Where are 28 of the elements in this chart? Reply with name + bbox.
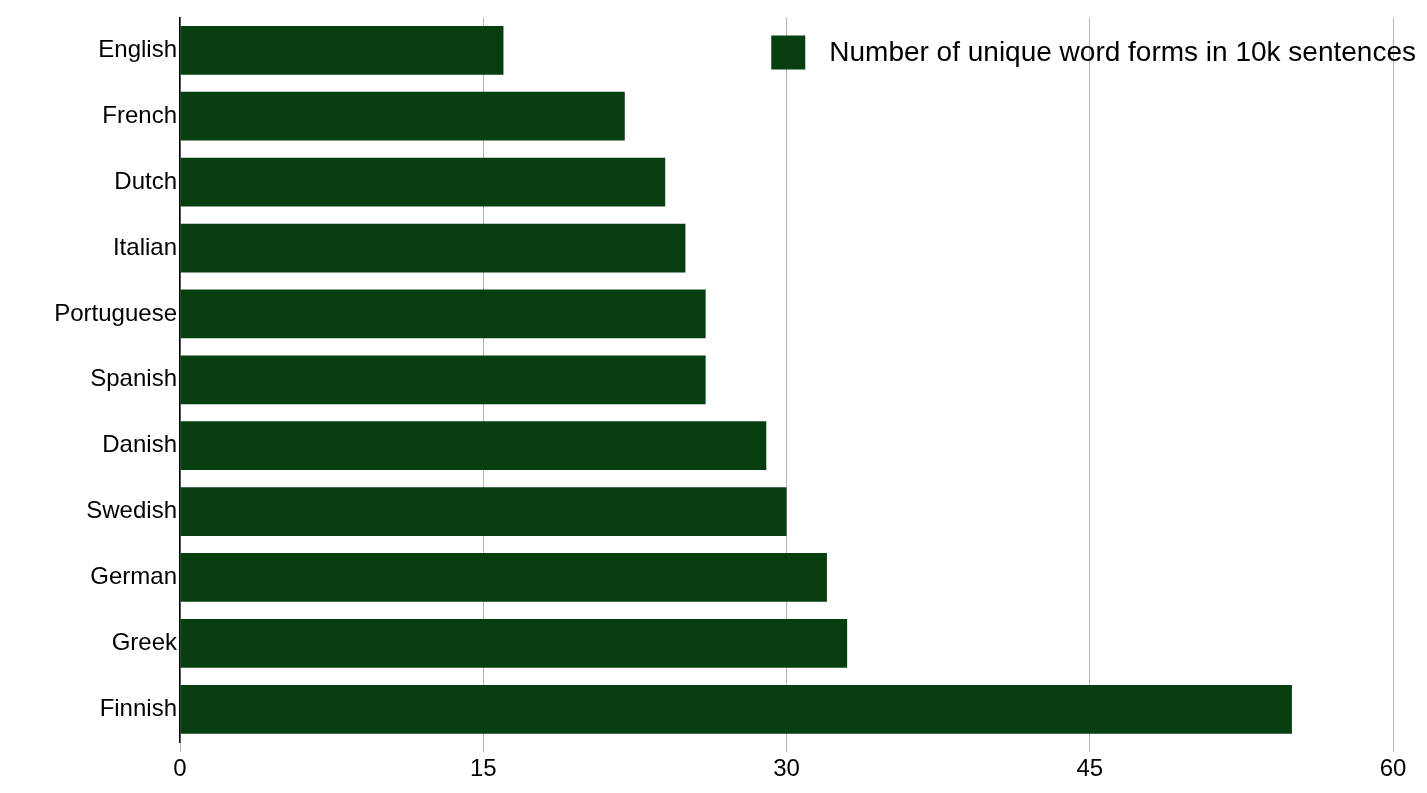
y-tick-label: Italian: [112, 232, 177, 260]
y-tick-label: Dutch: [114, 166, 177, 194]
x-tick-label: 45: [1076, 754, 1104, 782]
bar: [180, 487, 787, 536]
y-tick-label: Spanish: [90, 364, 177, 392]
bar: [180, 421, 767, 471]
bar: [180, 553, 827, 602]
bar: [180, 289, 706, 339]
x-tick-label: 60: [1379, 754, 1407, 782]
y-tick-label: English: [98, 34, 177, 62]
y-tick-label: Swedish: [86, 496, 177, 524]
y-tick-label: Danish: [102, 430, 177, 458]
bar: [180, 223, 686, 273]
x-tick-label: 15: [469, 754, 497, 782]
y-tick-label: French: [102, 100, 177, 128]
y-tick-label: Portuguese: [54, 298, 177, 326]
y-tick-label: Greek: [111, 627, 178, 655]
x-tick-label: 0: [173, 754, 187, 782]
bar: [180, 618, 848, 668]
bar: [180, 355, 706, 405]
y-tick-label: Finnish: [99, 693, 177, 721]
bar: [180, 25, 504, 75]
bar: [180, 91, 625, 141]
x-tick-label: 30: [773, 754, 800, 782]
y-tick-label: German: [90, 562, 177, 590]
bar: [180, 684, 1292, 734]
bar: [180, 157, 666, 207]
legend-label: Number of unique word forms in 10k sentences: [829, 36, 1417, 68]
